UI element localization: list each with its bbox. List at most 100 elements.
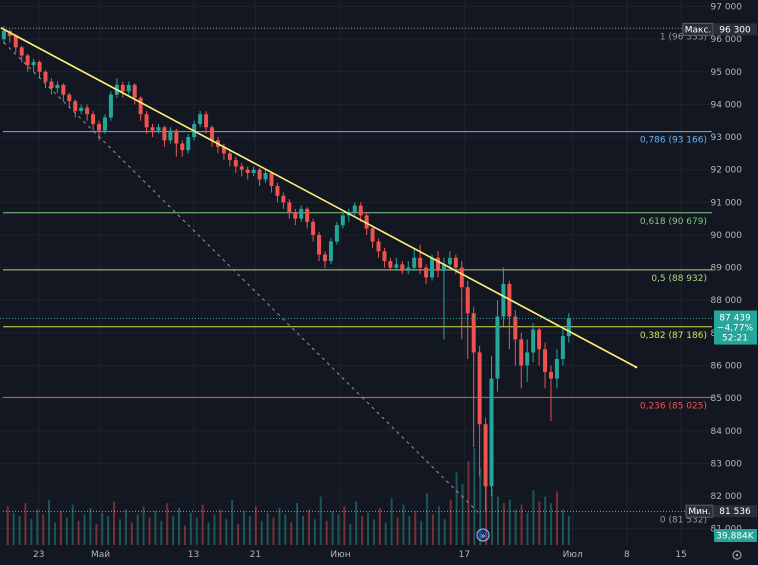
- candle-body: [97, 124, 102, 131]
- y-tick-label: 95 000: [711, 68, 743, 78]
- x-tick-label: Май: [91, 550, 110, 560]
- volume-bar: [461, 483, 464, 545]
- candle-body: [560, 336, 565, 359]
- volume-bar: [231, 499, 234, 545]
- candle-body: [150, 127, 155, 131]
- volume-bar: [420, 520, 423, 545]
- min-value-box: [714, 505, 757, 518]
- candle-body: [323, 254, 328, 262]
- volume-bar: [508, 499, 511, 545]
- y-tick-label: 94 000: [711, 100, 743, 110]
- candle-body: [245, 169, 250, 173]
- min-label-box: [685, 504, 714, 518]
- candle-body: [311, 221, 316, 235]
- volume-bar: [349, 524, 352, 545]
- candle-body: [102, 117, 107, 131]
- volume-bar: [195, 517, 198, 545]
- volume-bar: [130, 522, 133, 545]
- volume-bar: [455, 472, 458, 545]
- fib-label: 1 (96 333): [660, 32, 707, 42]
- candle-body: [221, 146, 226, 154]
- max-value-box: [714, 23, 757, 36]
- candle-body: [168, 130, 173, 141]
- candle-body: [126, 84, 131, 92]
- volume-bar: [136, 514, 139, 545]
- volume-bar: [71, 504, 74, 545]
- goto-realtime-button[interactable]: »: [476, 528, 490, 542]
- volume-bar: [561, 509, 564, 545]
- candle-body: [352, 205, 357, 213]
- volume-bar: [556, 491, 559, 545]
- fib-label: 0,236 (85 025): [640, 401, 707, 411]
- candle-body: [489, 378, 494, 487]
- candle-body: [305, 208, 310, 222]
- candle-body: [531, 329, 536, 353]
- volume-bar: [42, 514, 45, 545]
- fib-label: 0,786 (93 166): [640, 136, 707, 146]
- fib-retracement: 1 (96 333) 0,786 (93 166) 0,618 (90 679) 0,…: [3, 27, 712, 525]
- y-tick-label: 90 000: [711, 231, 743, 241]
- candle-body: [340, 215, 345, 226]
- volume-bar: [178, 507, 181, 545]
- y-tick-label: 97 000: [711, 3, 743, 13]
- candle-body: [174, 130, 179, 144]
- candle-body: [453, 257, 458, 268]
- volume-bar: [278, 507, 281, 545]
- volume-bar: [532, 490, 535, 545]
- volume-bar: [296, 503, 299, 545]
- volume-bar: [384, 522, 387, 545]
- volume-bar: [449, 499, 452, 545]
- volume-bar: [207, 522, 210, 545]
- drawn-lines: [0, 27, 638, 513]
- candle-body: [465, 287, 470, 314]
- volume-bar: [36, 509, 39, 545]
- time-axis[interactable]: 23 Май 13 21 Июн 17 Июл 8 15: [33, 550, 687, 560]
- fib-label: 0,382 (87 186): [640, 331, 707, 341]
- volume-bar: [437, 506, 440, 545]
- double-chevron-icon: »: [480, 532, 486, 542]
- candle-body: [441, 264, 446, 271]
- candle-body: [85, 107, 90, 115]
- candle-body: [435, 257, 440, 271]
- volume-bar: [260, 520, 263, 545]
- volume-bar: [372, 519, 375, 545]
- volume-bar: [290, 522, 293, 545]
- volume-bar: [467, 461, 470, 545]
- y-tick-label: 83 000: [711, 459, 743, 469]
- volume-bar: [538, 501, 541, 545]
- candle-body: [370, 228, 375, 242]
- candle-body: [317, 234, 322, 255]
- candle-body: [233, 159, 238, 167]
- candle-body: [269, 172, 274, 187]
- candle-body: [67, 94, 72, 102]
- time-axis-background: [0, 545, 758, 565]
- candle-body: [543, 349, 548, 373]
- candle-body: [299, 208, 304, 219]
- candle-body: [43, 71, 48, 82]
- volume-bar: [201, 504, 204, 545]
- volume-bar: [473, 448, 476, 545]
- volume-bar: [160, 520, 163, 545]
- volume-bar: [431, 514, 434, 545]
- candle-body: [525, 352, 530, 366]
- volume-bar: [101, 512, 104, 545]
- candle-body: [406, 267, 411, 271]
- volume-bar: [544, 496, 547, 545]
- candle-body: [364, 215, 369, 229]
- volume-bar: [266, 512, 269, 545]
- candle-body: [394, 264, 399, 268]
- candle-body: [334, 225, 339, 242]
- volume-bar: [337, 514, 340, 545]
- x-tick-label: Июн: [330, 550, 350, 560]
- bar-timer: 52:21: [722, 334, 748, 344]
- y-tick-label: 93 000: [711, 133, 743, 143]
- volume-bar: [355, 501, 358, 545]
- settings-button[interactable]: [732, 550, 742, 560]
- volume-bar: [113, 501, 116, 545]
- volume-bar: [30, 519, 33, 545]
- candle-body: [328, 241, 333, 262]
- volume-bar: [313, 519, 316, 545]
- candle-body: [537, 329, 542, 350]
- volume-bar: [526, 512, 529, 545]
